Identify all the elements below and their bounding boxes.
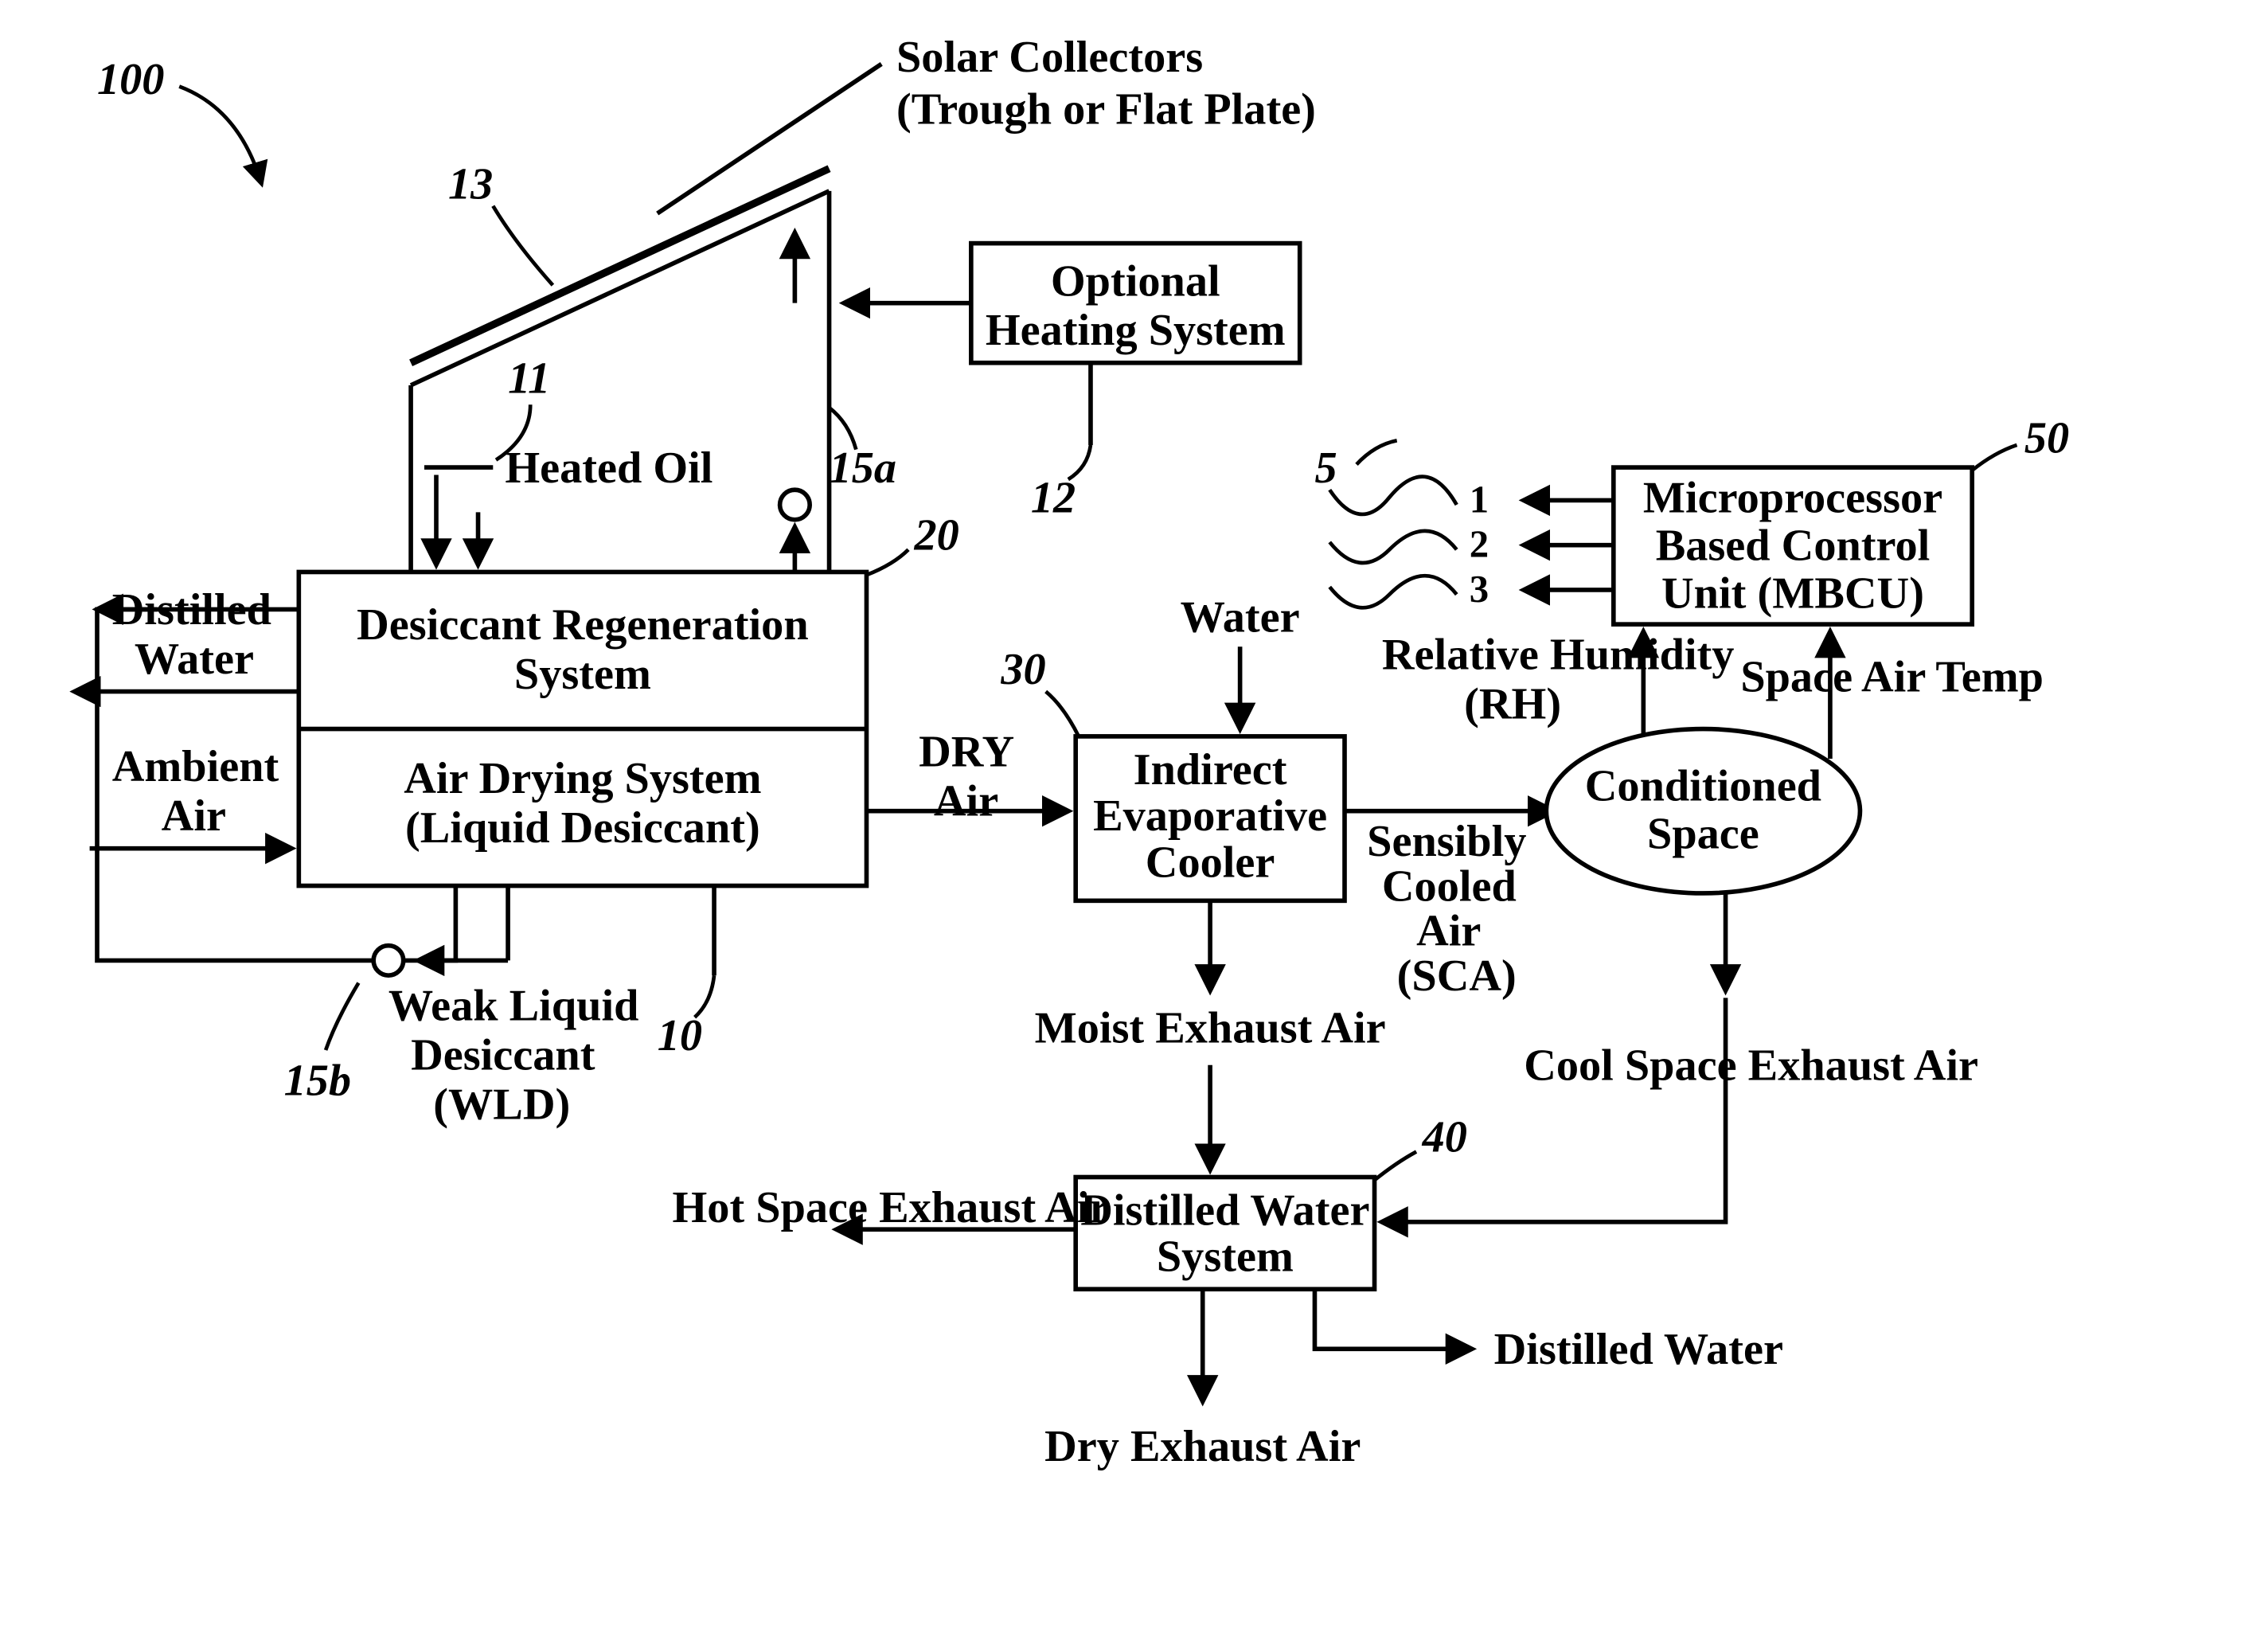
dws-l2: System — [1157, 1232, 1294, 1282]
sig3-wavy — [1329, 576, 1457, 607]
pump-15b — [373, 946, 404, 976]
cool-exhaust-label: Cool Space Exhaust Air — [1524, 1041, 1978, 1091]
ref-arrow-13 — [493, 206, 552, 285]
sig2: 2 — [1470, 523, 1489, 566]
ref-10: 10 — [658, 1011, 702, 1060]
sig3: 3 — [1470, 568, 1489, 611]
distilled-out-arrow — [1314, 1289, 1471, 1349]
ref-20: 20 — [914, 510, 959, 560]
ref-5-curve — [1357, 440, 1397, 464]
ref-15b-curve — [326, 983, 358, 1050]
ambient-l1: Ambient — [112, 742, 279, 791]
dry-exhaust-label: Dry Exhaust Air — [1044, 1422, 1361, 1471]
dry-air-l1: DRY — [919, 727, 1014, 776]
sca-l1: Sensibly — [1367, 817, 1526, 866]
ref-30-curve — [1046, 692, 1079, 736]
hot-exhaust-label: Hot Space Exhaust Air — [673, 1183, 1110, 1232]
mbcu-signals: 1 2 3 — [1329, 477, 1614, 611]
rh-l1: Relative Humidity — [1382, 630, 1735, 679]
sca-l4: (SCA) — [1397, 951, 1517, 1001]
dist-water-l2: Water — [135, 635, 254, 684]
solar-label-2: (Trough or Flat Plate) — [896, 84, 1316, 134]
ambient-l2: Air — [162, 791, 226, 841]
regen-l1: Desiccant Regeneration — [357, 600, 809, 650]
rh-l2: (RH) — [1464, 679, 1561, 728]
ref-13: 13 — [448, 159, 493, 209]
sig2-wavy — [1329, 531, 1457, 563]
wld-l2: Desiccant — [411, 1030, 595, 1080]
ref-15a: 15a — [830, 443, 896, 493]
ref-15b: 15b — [284, 1056, 351, 1105]
wld-l1: Weak Liquid — [388, 981, 638, 1030]
distilled-out-label: Distilled Water — [1494, 1325, 1783, 1374]
mbcu-l1: Microprocessor — [1643, 473, 1942, 522]
ref-arrow-100 — [179, 87, 261, 184]
iec-l2: Evaporative — [1093, 791, 1327, 841]
solar-label-1: Solar Collectors — [896, 33, 1203, 82]
dry-l1: Air Drying System — [404, 754, 761, 803]
pump-15a — [780, 490, 810, 520]
regen-l2: System — [514, 650, 651, 699]
sca-l3: Air — [1416, 907, 1481, 956]
heated-oil-label: Heated Oil — [505, 443, 713, 493]
ref-12: 12 — [1031, 473, 1076, 522]
heating-l2: Heating System — [986, 306, 1286, 355]
ref-50-curve — [1972, 445, 2017, 471]
sig1-wavy — [1329, 477, 1457, 514]
dry-air-l2: Air — [934, 776, 998, 826]
ref-40-curve — [1375, 1152, 1417, 1181]
ref-30: 30 — [1000, 645, 1045, 694]
iec-l3: Cooler — [1146, 838, 1275, 887]
ref-50: 50 — [2024, 413, 2069, 463]
mbcu-l3: Unit (MBCU) — [1661, 569, 1924, 619]
solar-bottom-line — [411, 191, 829, 385]
sig1: 1 — [1470, 478, 1489, 521]
space-temp-label: Space Air Temp — [1740, 653, 2044, 702]
mbcu-l2: Based Control — [1656, 521, 1931, 570]
iec-l1: Indirect — [1134, 745, 1287, 795]
ref-20-curve — [866, 549, 908, 575]
space-l2: Space — [1647, 810, 1759, 859]
sca-l2: Cooled — [1382, 861, 1517, 911]
moist-label: Moist Exhaust Air — [1035, 1004, 1386, 1053]
solar-leader — [658, 64, 881, 213]
dry-l2: (Liquid Desiccant) — [405, 803, 760, 853]
water-label: Water — [1181, 593, 1300, 642]
flowchart-diagram: 100 13 Solar Collectors (Trough or Flat … — [0, 0, 2241, 1652]
ref-5: 5 — [1314, 443, 1337, 493]
heating-l1: Optional — [1051, 256, 1220, 306]
ref-11: 11 — [508, 353, 550, 403]
dws-l1: Distilled Water — [1080, 1186, 1369, 1236]
ref-100: 100 — [97, 55, 164, 104]
wld-l3: (WLD) — [433, 1080, 570, 1129]
ref-40: 40 — [1422, 1113, 1467, 1162]
space-l1: Conditioned — [1585, 762, 1821, 811]
cool-exhaust-path — [1382, 998, 1726, 1222]
